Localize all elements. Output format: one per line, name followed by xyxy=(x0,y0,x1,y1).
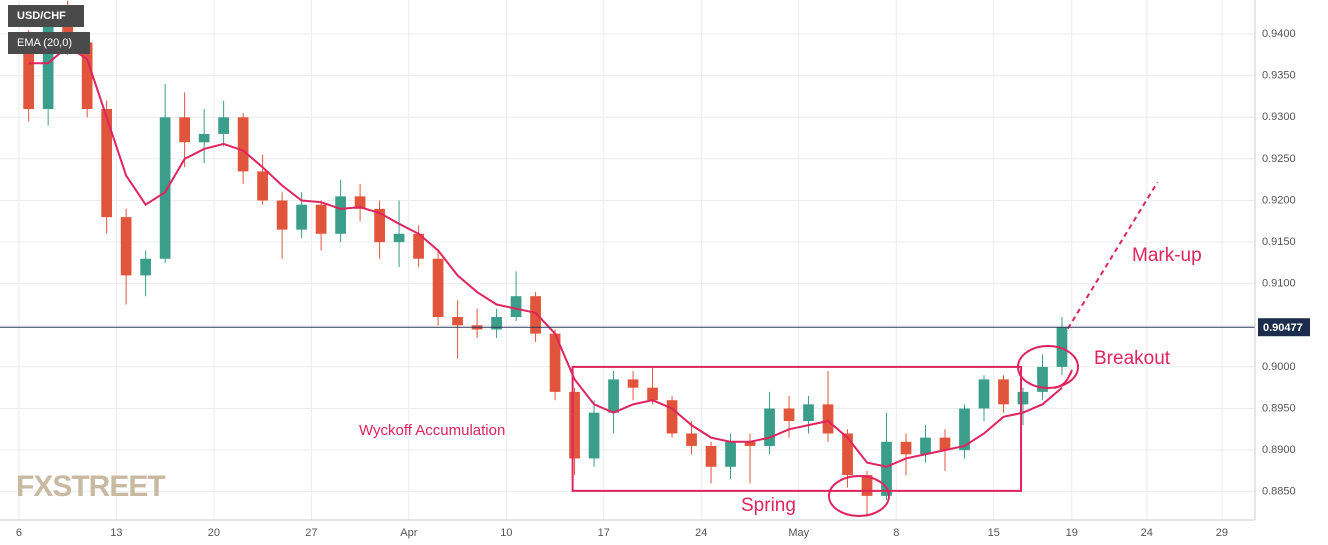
candle-body xyxy=(705,445,717,467)
candle-body xyxy=(627,379,639,388)
candle-body xyxy=(452,316,463,326)
x-tick-label: 19 xyxy=(1066,527,1078,539)
candle-body xyxy=(354,196,366,209)
candle-body xyxy=(900,441,912,455)
candle-body xyxy=(393,233,405,243)
x-tick-label: Apr xyxy=(400,527,417,539)
markup-projection xyxy=(1066,181,1159,330)
candle-body xyxy=(276,200,288,230)
y-tick-label: 0.9350 xyxy=(1262,70,1296,82)
candle-body xyxy=(101,108,113,218)
candle-body xyxy=(842,433,853,476)
candle-body xyxy=(939,437,951,451)
candle-body xyxy=(237,117,249,172)
candle-body xyxy=(959,408,970,451)
candle-body xyxy=(1037,366,1048,392)
candle-body xyxy=(81,42,93,109)
last-price-label: 0.90477 xyxy=(1263,322,1303,334)
y-tick-label: 0.8900 xyxy=(1262,444,1296,456)
x-tick-label: 10 xyxy=(500,527,512,539)
candle-body xyxy=(23,42,35,109)
candle-body xyxy=(120,217,132,276)
spring-label: Spring xyxy=(741,495,796,516)
candle-body xyxy=(491,316,502,330)
candle-body xyxy=(608,379,619,413)
candle-body xyxy=(257,171,268,201)
logo: FXSTREET xyxy=(16,470,165,503)
candle-body xyxy=(315,204,327,234)
y-tick-label: 0.8950 xyxy=(1262,402,1296,414)
candle-body xyxy=(725,441,736,467)
breakout-label: Breakout xyxy=(1094,348,1171,369)
candle-body xyxy=(881,441,892,496)
candle-body xyxy=(413,233,424,259)
candle-body xyxy=(159,117,171,259)
candle-body xyxy=(62,17,74,43)
spring-circle xyxy=(828,475,890,517)
legend-entry: EMA (20,0) xyxy=(17,37,72,49)
x-tick-label: 8 xyxy=(893,527,899,539)
y-tick-label: 0.9200 xyxy=(1262,194,1296,206)
y-tick-label: 0.8850 xyxy=(1262,486,1296,498)
x-tick-label: 20 xyxy=(208,527,220,539)
x-tick-label: 24 xyxy=(1141,527,1153,539)
candle-body xyxy=(140,258,152,276)
legend-box xyxy=(8,5,84,27)
grid xyxy=(0,0,1255,520)
x-tick-label: May xyxy=(788,527,809,539)
legend-entry: USD/CHF xyxy=(17,10,66,22)
candle-body xyxy=(861,475,873,496)
candle-body xyxy=(510,296,522,317)
candle-body xyxy=(783,408,795,421)
marks xyxy=(0,0,1255,517)
breakout-arrow xyxy=(1053,369,1073,389)
candle-body xyxy=(588,412,600,459)
x-tick-label: 24 xyxy=(695,527,707,539)
candle-body xyxy=(1056,326,1068,367)
x-tick-label: 6 xyxy=(16,527,22,539)
markup-label: Mark-up xyxy=(1132,245,1202,266)
candle-body xyxy=(744,441,756,446)
x-tick-label: 17 xyxy=(598,527,610,539)
x-tick-label: 29 xyxy=(1216,527,1228,539)
x-tick-label: 27 xyxy=(305,527,317,539)
candle-body xyxy=(218,117,229,134)
last-price-box xyxy=(1258,318,1310,337)
y-tick-label: 0.9400 xyxy=(1262,28,1296,40)
candle-body xyxy=(198,133,210,143)
breakout-circle xyxy=(1017,345,1079,389)
range-label: Wyckoff Accumulation xyxy=(359,422,505,439)
candle-body xyxy=(374,208,385,243)
candle-body xyxy=(666,400,678,434)
candle-body xyxy=(432,258,444,317)
x-tick-label: 13 xyxy=(110,527,122,539)
candle-body xyxy=(920,437,931,455)
y-tick-label: 0.9150 xyxy=(1262,236,1296,248)
candle-body xyxy=(822,404,834,434)
candle-body xyxy=(998,379,1009,405)
candle-body xyxy=(530,296,541,334)
legend-box xyxy=(8,32,90,54)
ema-line xyxy=(28,45,1063,468)
candle-body xyxy=(179,117,190,143)
y-tick-label: 0.9000 xyxy=(1262,361,1296,373)
candle-body xyxy=(803,404,814,421)
x-tick-label: 15 xyxy=(988,527,1000,539)
candle-body xyxy=(569,391,580,459)
candle-body xyxy=(686,433,697,446)
candle-body xyxy=(764,408,775,446)
range-box xyxy=(571,365,1023,492)
candle-body xyxy=(1017,391,1029,405)
y-tick-label: 0.9300 xyxy=(1262,111,1296,123)
candle-body xyxy=(978,379,990,409)
y-tick-label: 0.9250 xyxy=(1262,153,1296,165)
candle-body xyxy=(296,204,307,230)
y-tick-label: 0.9100 xyxy=(1262,278,1296,290)
candle-body xyxy=(549,333,561,392)
candle-body xyxy=(335,196,346,234)
candle-body xyxy=(647,387,658,401)
